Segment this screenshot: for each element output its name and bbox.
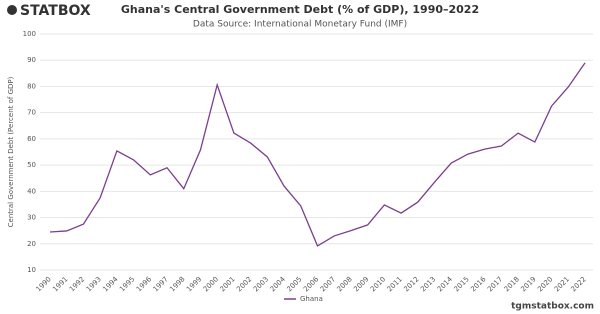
y-tick-label: 70 [27,109,36,117]
y-tick-label: 60 [27,135,36,143]
x-tick-label: 2022 [570,275,588,293]
x-tick-label: 1997 [152,275,170,293]
x-tick-label: 2011 [386,275,404,293]
x-tick-label: 2009 [352,275,370,293]
x-tick-label: 1999 [185,275,203,293]
data-line [49,62,586,247]
y-tick-label: 20 [27,240,36,248]
x-tick-label: 2013 [419,275,437,293]
x-tick-label: 1993 [85,275,103,293]
x-tick-label: 2015 [453,275,471,293]
x-tick-label: 2019 [519,275,537,293]
x-tick-label: 1992 [68,275,86,293]
logo: STATBOX [7,3,91,19]
legend-label: Ghana [300,295,323,303]
logo-text: STATBOX [20,3,91,19]
x-tick-label: 2003 [252,275,270,293]
x-tick-label: 2021 [553,275,571,293]
y-tick-label: 10 [27,266,36,274]
x-tick-label: 2014 [436,275,455,294]
x-tick-label: 2004 [269,275,288,294]
y-tick-label: 30 [27,214,36,222]
x-tick-label: 2005 [285,275,303,293]
x-tick-label: 2010 [369,275,387,293]
y-axis-label: Central Government Debt (Percent of GDP) [7,76,15,227]
x-tick-label: 2000 [202,275,220,293]
y-tick-label: 100 [23,30,36,38]
x-tick-label: 2020 [536,275,554,293]
chart-subtitle: Data Source: International Monetary Fund… [193,20,407,30]
chart-title: Ghana's Central Government Debt (% of GD… [121,3,479,16]
y-tick-label: 80 [27,82,36,90]
x-tick-label: 2007 [319,275,337,293]
y-tick-label: 40 [27,187,36,195]
x-tick-label: 1996 [135,275,154,294]
x-tick-label: 2017 [486,275,504,293]
x-tick-label: 2012 [402,275,420,293]
x-tick-label: 2008 [336,275,354,293]
watermark: tgmstatbox.com [511,302,594,312]
x-tick-label: 1991 [51,275,69,293]
x-tick-label: 1990 [35,275,53,293]
x-tick-label: 2001 [218,275,236,293]
x-tick-label: 2018 [503,275,521,293]
logo-icon [7,5,17,15]
x-tick-label: 2006 [302,275,321,294]
y-tick-label: 50 [27,161,36,169]
x-tick-label: 2002 [235,275,253,293]
x-tick-label: 2016 [469,275,488,294]
x-tick-label: 1995 [118,275,136,293]
y-tick-label: 90 [27,56,36,64]
x-tick-label: 1998 [168,275,186,293]
x-tick-label: 1994 [101,275,120,294]
